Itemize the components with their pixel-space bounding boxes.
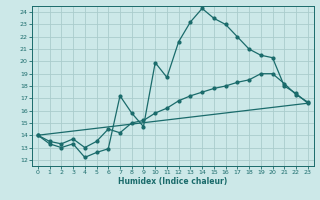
- X-axis label: Humidex (Indice chaleur): Humidex (Indice chaleur): [118, 177, 228, 186]
